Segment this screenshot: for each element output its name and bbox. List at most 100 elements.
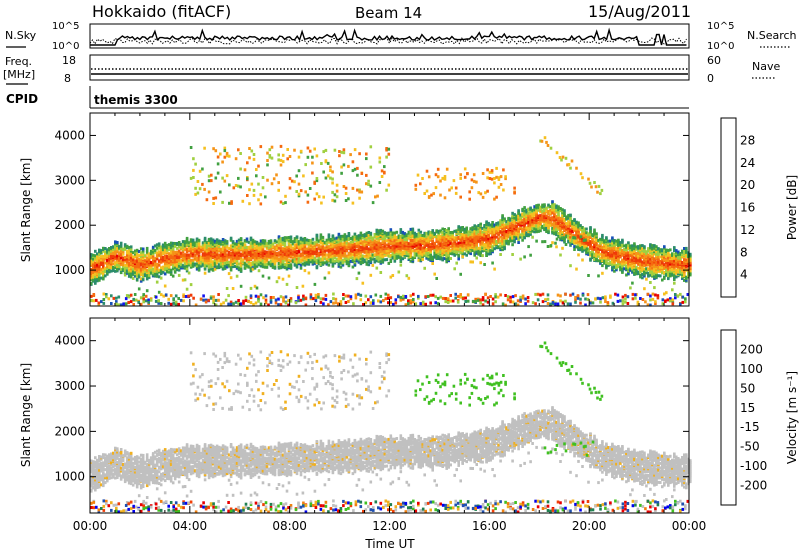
power-cell <box>421 257 424 261</box>
power-cell <box>431 229 434 233</box>
power-cell <box>203 236 207 240</box>
power-cell <box>301 284 305 288</box>
power-cell <box>125 294 129 298</box>
power-cell <box>114 261 117 265</box>
power-cell <box>165 246 169 250</box>
power-cell <box>173 269 177 272</box>
power-cell <box>131 276 135 280</box>
power-cell <box>323 276 327 280</box>
power-cell <box>433 272 436 276</box>
power-cell <box>102 258 105 262</box>
power-cell <box>177 244 181 248</box>
power-cell <box>165 266 169 270</box>
power-cell <box>193 253 197 257</box>
power-cell <box>197 265 201 269</box>
power-cell <box>135 263 139 267</box>
power-cell <box>177 249 181 253</box>
power-cell <box>123 259 127 263</box>
power-cell <box>469 252 472 256</box>
power-cell <box>193 255 197 259</box>
power-cell <box>137 261 141 265</box>
power-cell <box>129 274 133 278</box>
power-cell <box>133 264 137 267</box>
power-cell <box>177 261 181 265</box>
power-cell <box>131 260 135 264</box>
power-cell <box>461 255 464 259</box>
power-cell <box>185 287 189 291</box>
power-cell <box>175 252 179 256</box>
power-cell <box>503 217 506 221</box>
power-cell <box>185 236 189 240</box>
power-cell <box>295 235 299 239</box>
power-cell <box>92 259 95 263</box>
power-cell <box>399 263 403 267</box>
power-cell <box>201 248 205 252</box>
power-cell <box>118 258 121 262</box>
power-cell <box>551 200 554 204</box>
power-cell <box>205 264 209 268</box>
power-cell <box>447 227 450 231</box>
power-cell <box>155 262 159 266</box>
power-cell <box>123 268 127 272</box>
power-cell <box>435 277 438 280</box>
power-cell <box>129 258 133 262</box>
power-cell <box>108 257 111 261</box>
power-cell <box>153 267 157 271</box>
power-cell <box>163 268 167 272</box>
power-cell <box>195 256 199 260</box>
power-cell <box>96 277 99 281</box>
power-cell <box>195 267 199 271</box>
power-cell <box>112 258 115 262</box>
power-cell <box>167 252 171 256</box>
power-cell <box>147 260 151 263</box>
power-cell <box>169 268 173 272</box>
power-cell <box>139 261 143 265</box>
power-cell <box>114 255 117 259</box>
power-cell <box>541 240 544 244</box>
power-cell <box>98 248 101 252</box>
power-cell <box>175 256 179 259</box>
power-cell <box>119 241 123 245</box>
nsky-label: N.Sky <box>5 29 37 42</box>
power-cell <box>106 265 109 268</box>
power-cell <box>147 254 151 258</box>
power-cell <box>577 253 580 257</box>
power-cell <box>167 261 171 265</box>
power-cell <box>171 256 175 260</box>
power-cell <box>106 250 109 254</box>
power-cell <box>171 252 175 256</box>
power-cell <box>129 265 133 269</box>
power-cell <box>145 250 149 254</box>
nsearch-series <box>89 37 687 45</box>
power-cell <box>539 229 542 233</box>
power-cell <box>163 272 167 276</box>
power-cell <box>121 267 125 271</box>
power-cell <box>145 248 149 252</box>
power-cell <box>397 270 401 274</box>
power-cell <box>171 258 175 262</box>
power-cell <box>129 245 133 249</box>
power-cell <box>199 245 203 249</box>
power-cell <box>331 234 335 238</box>
power-cell <box>175 246 179 250</box>
power-cell <box>139 255 143 258</box>
power-cell <box>116 249 119 253</box>
power-cell <box>141 278 145 282</box>
power-cell <box>143 254 147 258</box>
power-cell <box>100 260 103 264</box>
power-cell <box>133 255 137 259</box>
power-cell <box>605 236 608 240</box>
power-cell <box>187 271 191 275</box>
power-cell <box>235 274 239 278</box>
power-cell <box>181 240 185 244</box>
power-cell <box>483 263 486 266</box>
power-cell <box>551 241 554 245</box>
power-cell <box>163 251 167 255</box>
power-cell <box>98 256 101 260</box>
power-cell <box>125 244 129 248</box>
power-cell <box>145 277 149 281</box>
power-cell <box>100 258 103 262</box>
power-cell <box>94 271 97 275</box>
power-cell <box>295 286 299 289</box>
power-cell <box>203 245 207 249</box>
